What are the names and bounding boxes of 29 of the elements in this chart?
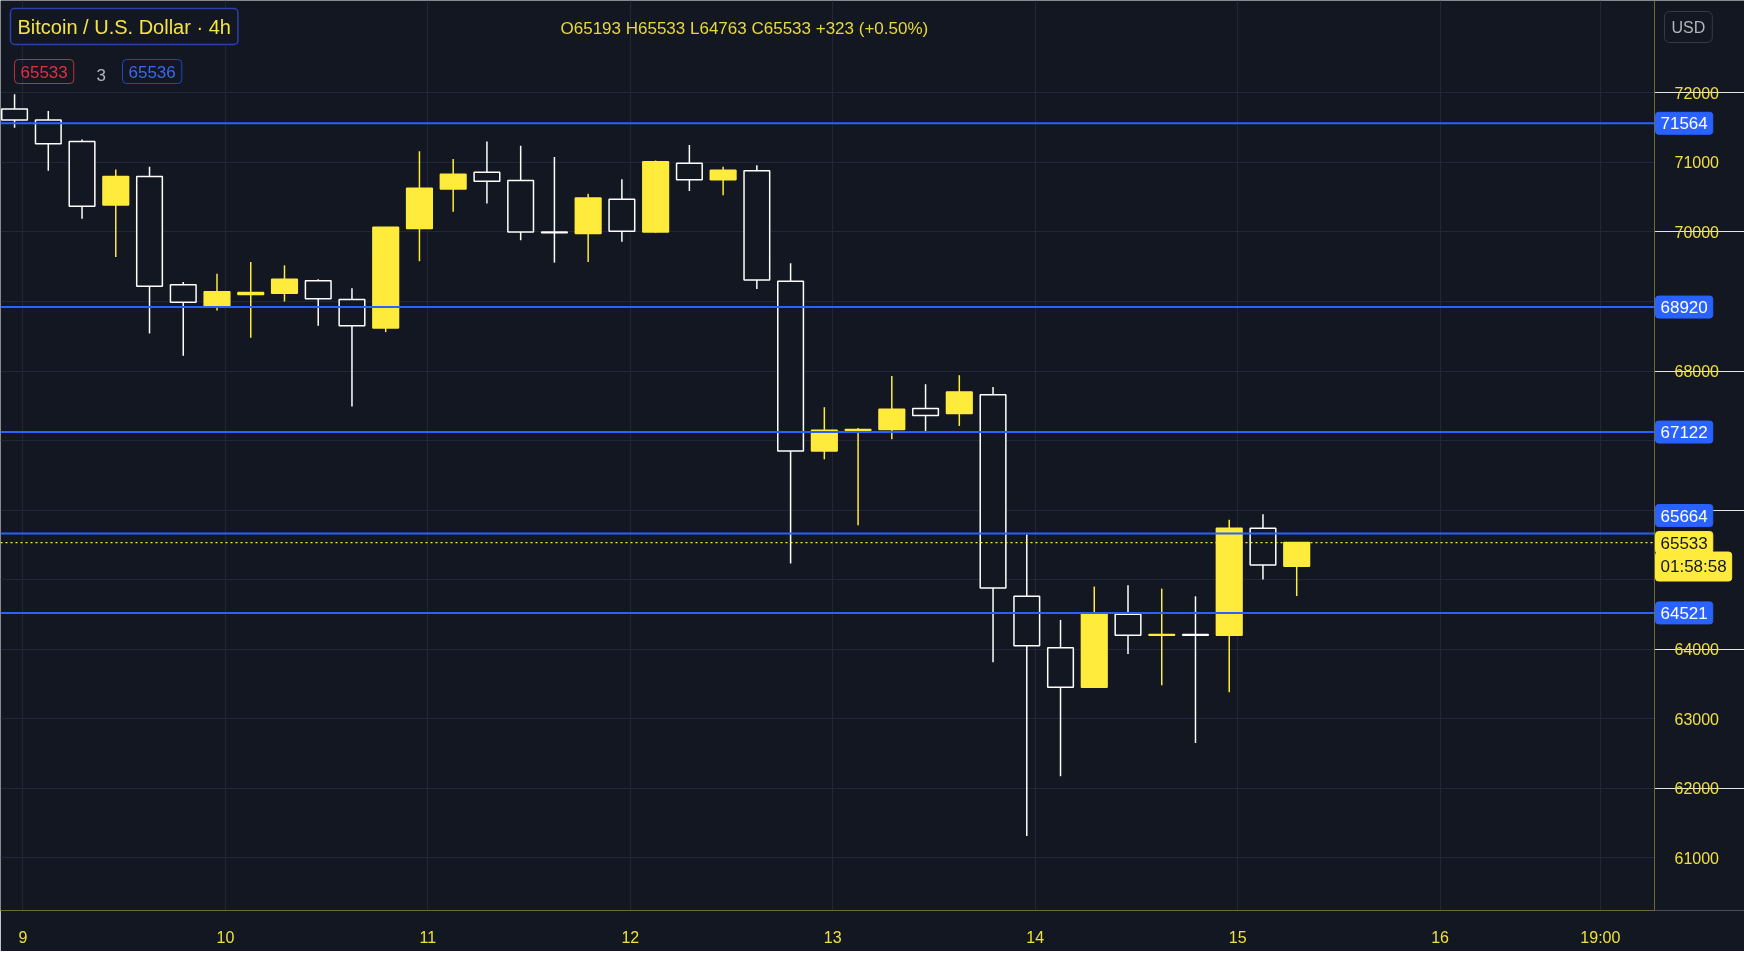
x-tick-label: 19:00 [1580,928,1621,946]
x-tick-label: 13 [823,928,842,946]
x-tick-label: 16 [1431,928,1450,946]
y-tick-label: 71000 [1674,154,1720,172]
candlestick [844,427,872,527]
text: 01:58:58 [1660,557,1727,577]
annotation: 65536 [128,62,176,82]
ref-line-label: 64521 [1660,603,1708,623]
ref-line-label: 65664 [1660,506,1708,526]
y-axis-title: USD [1671,18,1706,36]
annotation: 3 [96,65,106,85]
y-tick-label: 63000 [1674,710,1720,728]
text: O65193 H65533 L64763 C65533 +323 (+0.50%) [560,18,929,38]
ref-line-label: 67122 [1660,423,1708,443]
ref-line-label: 71564 [1660,114,1708,134]
candlestick [1148,587,1176,687]
ref-line-label: 65533 [1660,533,1708,553]
candlestick [1181,595,1210,744]
text: Bitcoin / U.S. Dollar · 4h [17,15,231,38]
ref-line-label: 68920 [1660,298,1708,318]
x-tick-label: 11 [419,928,437,946]
y-tick-label: 61000 [1674,849,1720,867]
candlestick [540,156,568,264]
x-tick-label: 15 [1228,928,1247,946]
annotation: 65533 [20,62,68,82]
x-tick-label: 12 [621,928,640,946]
x-tick-label: 14 [1026,928,1045,946]
x-tick-label: 10 [216,928,235,946]
x-tick-label: 9 [18,928,28,946]
